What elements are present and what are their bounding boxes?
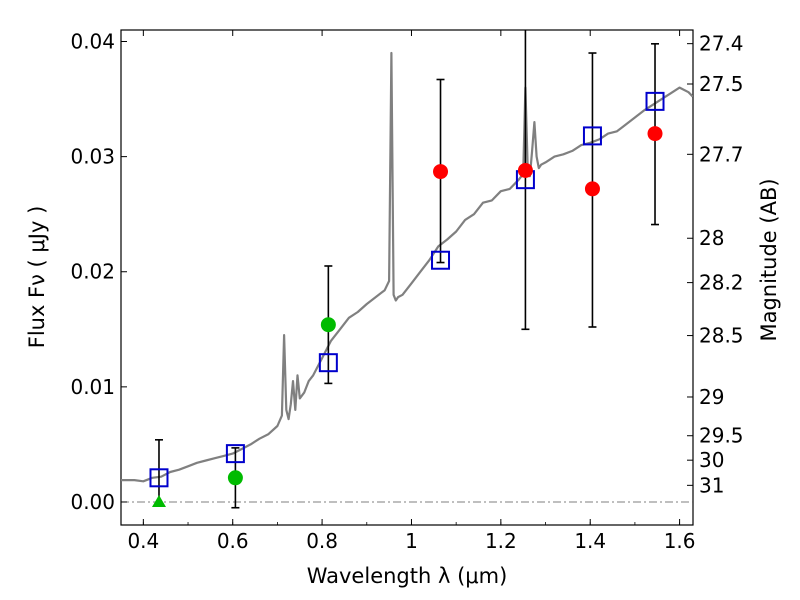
y-axis-ticks: 0.00 0.01 0.02 0.03 0.04 [70, 30, 127, 514]
data-markers [149, 91, 665, 507]
square-marker [582, 126, 602, 146]
magnitude-axis-title: Magnitude (AB) [757, 178, 781, 341]
magnitude-tick-label: 27.7 [699, 142, 744, 166]
circle-marker [433, 164, 449, 180]
magnitude-tick-label: 30 [699, 448, 724, 472]
x-tick-label: 1.6 [664, 529, 696, 553]
magnitude-tick-label: 31 [699, 473, 724, 497]
magnitude-tick-label: 28 [699, 226, 724, 250]
circle-marker [584, 181, 600, 197]
magnitude-tick-label: 28.2 [699, 271, 744, 295]
magnitude-tick-label: 29.5 [699, 424, 744, 448]
circle-marker [320, 317, 336, 333]
y-tick-label: 0.03 [70, 145, 115, 169]
x-tick-label: 1.2 [485, 529, 517, 553]
y-axis-title: Flux Fν ( μJy ) [25, 206, 49, 349]
magnitude-tick-label: 27.4 [699, 32, 744, 56]
square-marker [645, 91, 665, 111]
square-marker [225, 444, 245, 464]
circle-marker [227, 470, 243, 486]
x-tick-label: 1.4 [574, 529, 606, 553]
model-spectrum [121, 51, 693, 483]
triangle-marker [151, 494, 166, 507]
y-tick-label: 0.01 [70, 375, 115, 399]
square-marker [149, 468, 169, 488]
circle-marker [647, 126, 663, 142]
x-tick-label: 0.6 [217, 529, 249, 553]
plot-frame [120, 29, 694, 526]
y-tick-label: 0.00 [70, 490, 115, 514]
magnitude-tick-label: 28.5 [699, 324, 744, 348]
square-marker [318, 353, 338, 373]
x-axis-title: Wavelength λ (μm) [307, 564, 508, 588]
y-tick-label: 0.04 [70, 30, 115, 54]
circle-marker [517, 162, 533, 178]
y-tick-label: 0.02 [70, 260, 115, 284]
x-tick-label: 0.8 [306, 529, 338, 553]
spectrum-line [121, 51, 693, 483]
x-axis-ticks: 0.4 0.6 0.8 1 1.2 1.4 1.6 [127, 30, 696, 553]
square-marker [431, 250, 451, 270]
magnitude-tick-label: 27.5 [699, 72, 744, 96]
x-tick-label: 1 [405, 529, 418, 553]
x-tick-label: 0.4 [127, 529, 159, 553]
magnitude-tick-label: 29 [699, 385, 724, 409]
